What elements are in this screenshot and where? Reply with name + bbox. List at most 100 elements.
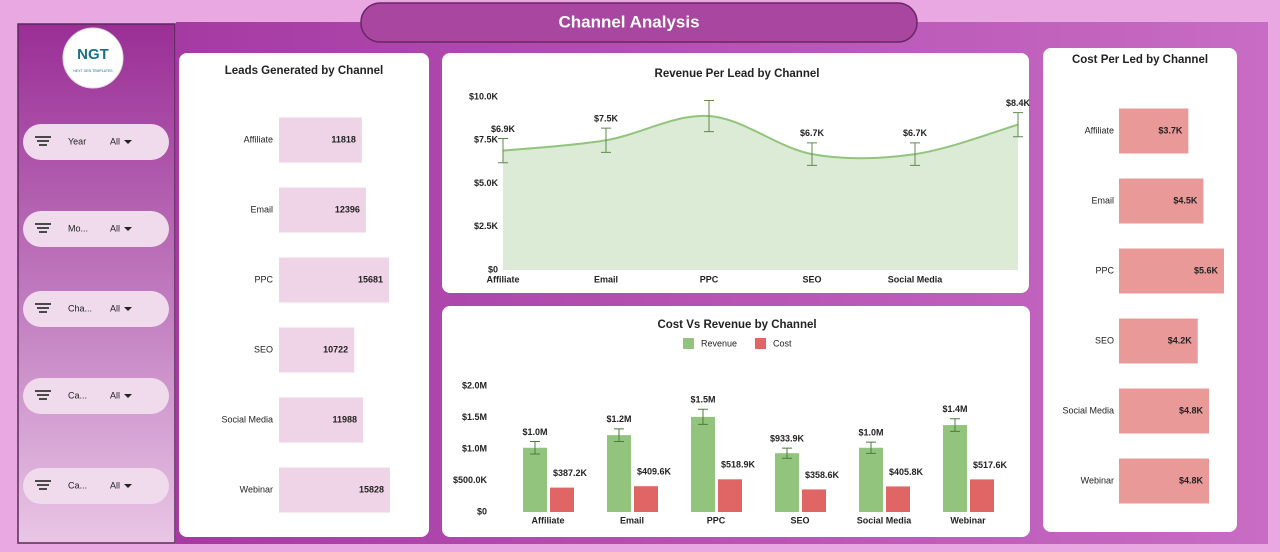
sidebar <box>17 23 176 544</box>
category-label: Social Media <box>1062 405 1114 415</box>
filter-button[interactable] <box>23 378 169 414</box>
y-tick-label: $1.0M <box>462 443 487 453</box>
x-tick-label: SEO <box>790 515 809 525</box>
category-label: Affiliate <box>244 134 273 144</box>
value-label: $4.8K <box>1179 475 1204 485</box>
filter-value: All <box>110 390 120 400</box>
value-label: $6.7K <box>903 128 928 138</box>
bar <box>1119 318 1198 364</box>
y-tick-label: $0 <box>477 506 487 516</box>
x-tick-label: Email <box>594 274 618 284</box>
x-tick-label: SEO <box>802 274 821 284</box>
chart-title: Cost Vs Revenue by Channel <box>657 319 816 331</box>
dropdown-arrow <box>124 394 132 398</box>
filter-label: Ca... <box>68 480 87 490</box>
filter-value: All <box>110 223 120 233</box>
value-label: $6.9K <box>491 124 516 134</box>
x-tick-label: Affiliate <box>531 515 564 525</box>
value-label: 11818 <box>331 134 356 144</box>
category-label: Email <box>1091 195 1114 205</box>
filter-label: Ca... <box>68 390 87 400</box>
bar <box>691 416 715 512</box>
category-label: Webinar <box>1081 475 1114 485</box>
area <box>503 115 1018 270</box>
x-tick-label: Affiliate <box>486 274 519 284</box>
bar <box>859 447 883 512</box>
filter-button[interactable] <box>23 468 169 504</box>
category-label: Social Media <box>221 414 273 424</box>
value-label: $517.6K <box>973 460 1008 470</box>
value-label: 12396 <box>335 204 360 214</box>
bar <box>1119 248 1224 294</box>
y-tick-label: $0 <box>488 264 498 274</box>
dropdown-arrow <box>124 307 132 311</box>
error-bar <box>614 428 624 442</box>
x-tick-label: Webinar <box>950 515 986 525</box>
y-tick-label: $5.0K <box>474 178 499 188</box>
value-label: $1.5M <box>690 395 715 405</box>
filter-value: All <box>110 480 120 490</box>
y-tick-label: $2.5K <box>474 221 499 231</box>
legend-label: Cost <box>773 338 792 348</box>
value-label: $1.4M <box>942 404 967 414</box>
bar <box>775 453 799 512</box>
bar <box>718 479 742 512</box>
bar <box>1119 388 1209 434</box>
error-bar <box>910 142 920 166</box>
filter-button[interactable] <box>23 124 169 160</box>
value-label: $5.6K <box>1194 265 1219 275</box>
dropdown-arrow <box>124 227 132 231</box>
error-bar <box>782 447 792 459</box>
bar <box>550 487 574 512</box>
x-tick-label: PPC <box>700 274 719 284</box>
value-label: 15681 <box>358 274 383 284</box>
bar <box>279 117 362 163</box>
filter-button[interactable] <box>23 291 169 327</box>
bar <box>943 425 967 512</box>
bar <box>1119 178 1204 224</box>
filter-label: Year <box>68 136 86 146</box>
chart-title: Leads Generated by Channel <box>225 65 384 77</box>
y-tick-label: $10.0K <box>469 91 499 101</box>
error-bar <box>704 99 714 133</box>
x-tick-label: Social Media <box>857 515 913 525</box>
legend-label: Revenue <box>701 338 737 348</box>
category-label: PPC <box>1095 265 1114 275</box>
value-label: $358.6K <box>805 470 840 480</box>
filter-button[interactable] <box>23 211 169 247</box>
x-tick-label: Social Media <box>888 274 944 284</box>
logo-text: NGT <box>77 46 109 63</box>
bar <box>634 486 658 512</box>
value-label: 11988 <box>333 414 358 424</box>
bar <box>279 397 364 443</box>
bar <box>802 489 826 512</box>
error-bar <box>530 440 540 455</box>
value-label: $1.0M <box>858 427 883 437</box>
value-label: 15828 <box>359 484 384 494</box>
y-tick-label: $2.0M <box>462 380 487 390</box>
dropdown-arrow <box>124 140 132 144</box>
value-label: $405.8K <box>889 467 924 477</box>
value-label: $3.7K <box>1158 125 1183 135</box>
error-bar <box>601 127 611 153</box>
category-label: Email <box>250 204 273 214</box>
error-bar <box>1013 112 1023 138</box>
filter-label: Cha... <box>68 303 92 313</box>
chart-title: Revenue Per Lead by Channel <box>655 68 820 80</box>
filter-value: All <box>110 303 120 313</box>
value-label: $1.0M <box>522 427 547 437</box>
category-label: Webinar <box>240 484 273 494</box>
bar <box>279 187 366 233</box>
legend-swatch <box>755 338 766 349</box>
value-label: $6.7K <box>800 128 825 138</box>
filter-label: Mo... <box>68 223 88 233</box>
value-label: $7.5K <box>594 114 619 124</box>
y-tick-label: $1.5M <box>462 412 487 422</box>
bar <box>1119 108 1189 154</box>
x-tick-label: Email <box>620 515 644 525</box>
bar <box>886 486 910 512</box>
error-bar <box>498 138 508 164</box>
legend-swatch <box>683 338 694 349</box>
category-label: SEO <box>1095 335 1114 345</box>
